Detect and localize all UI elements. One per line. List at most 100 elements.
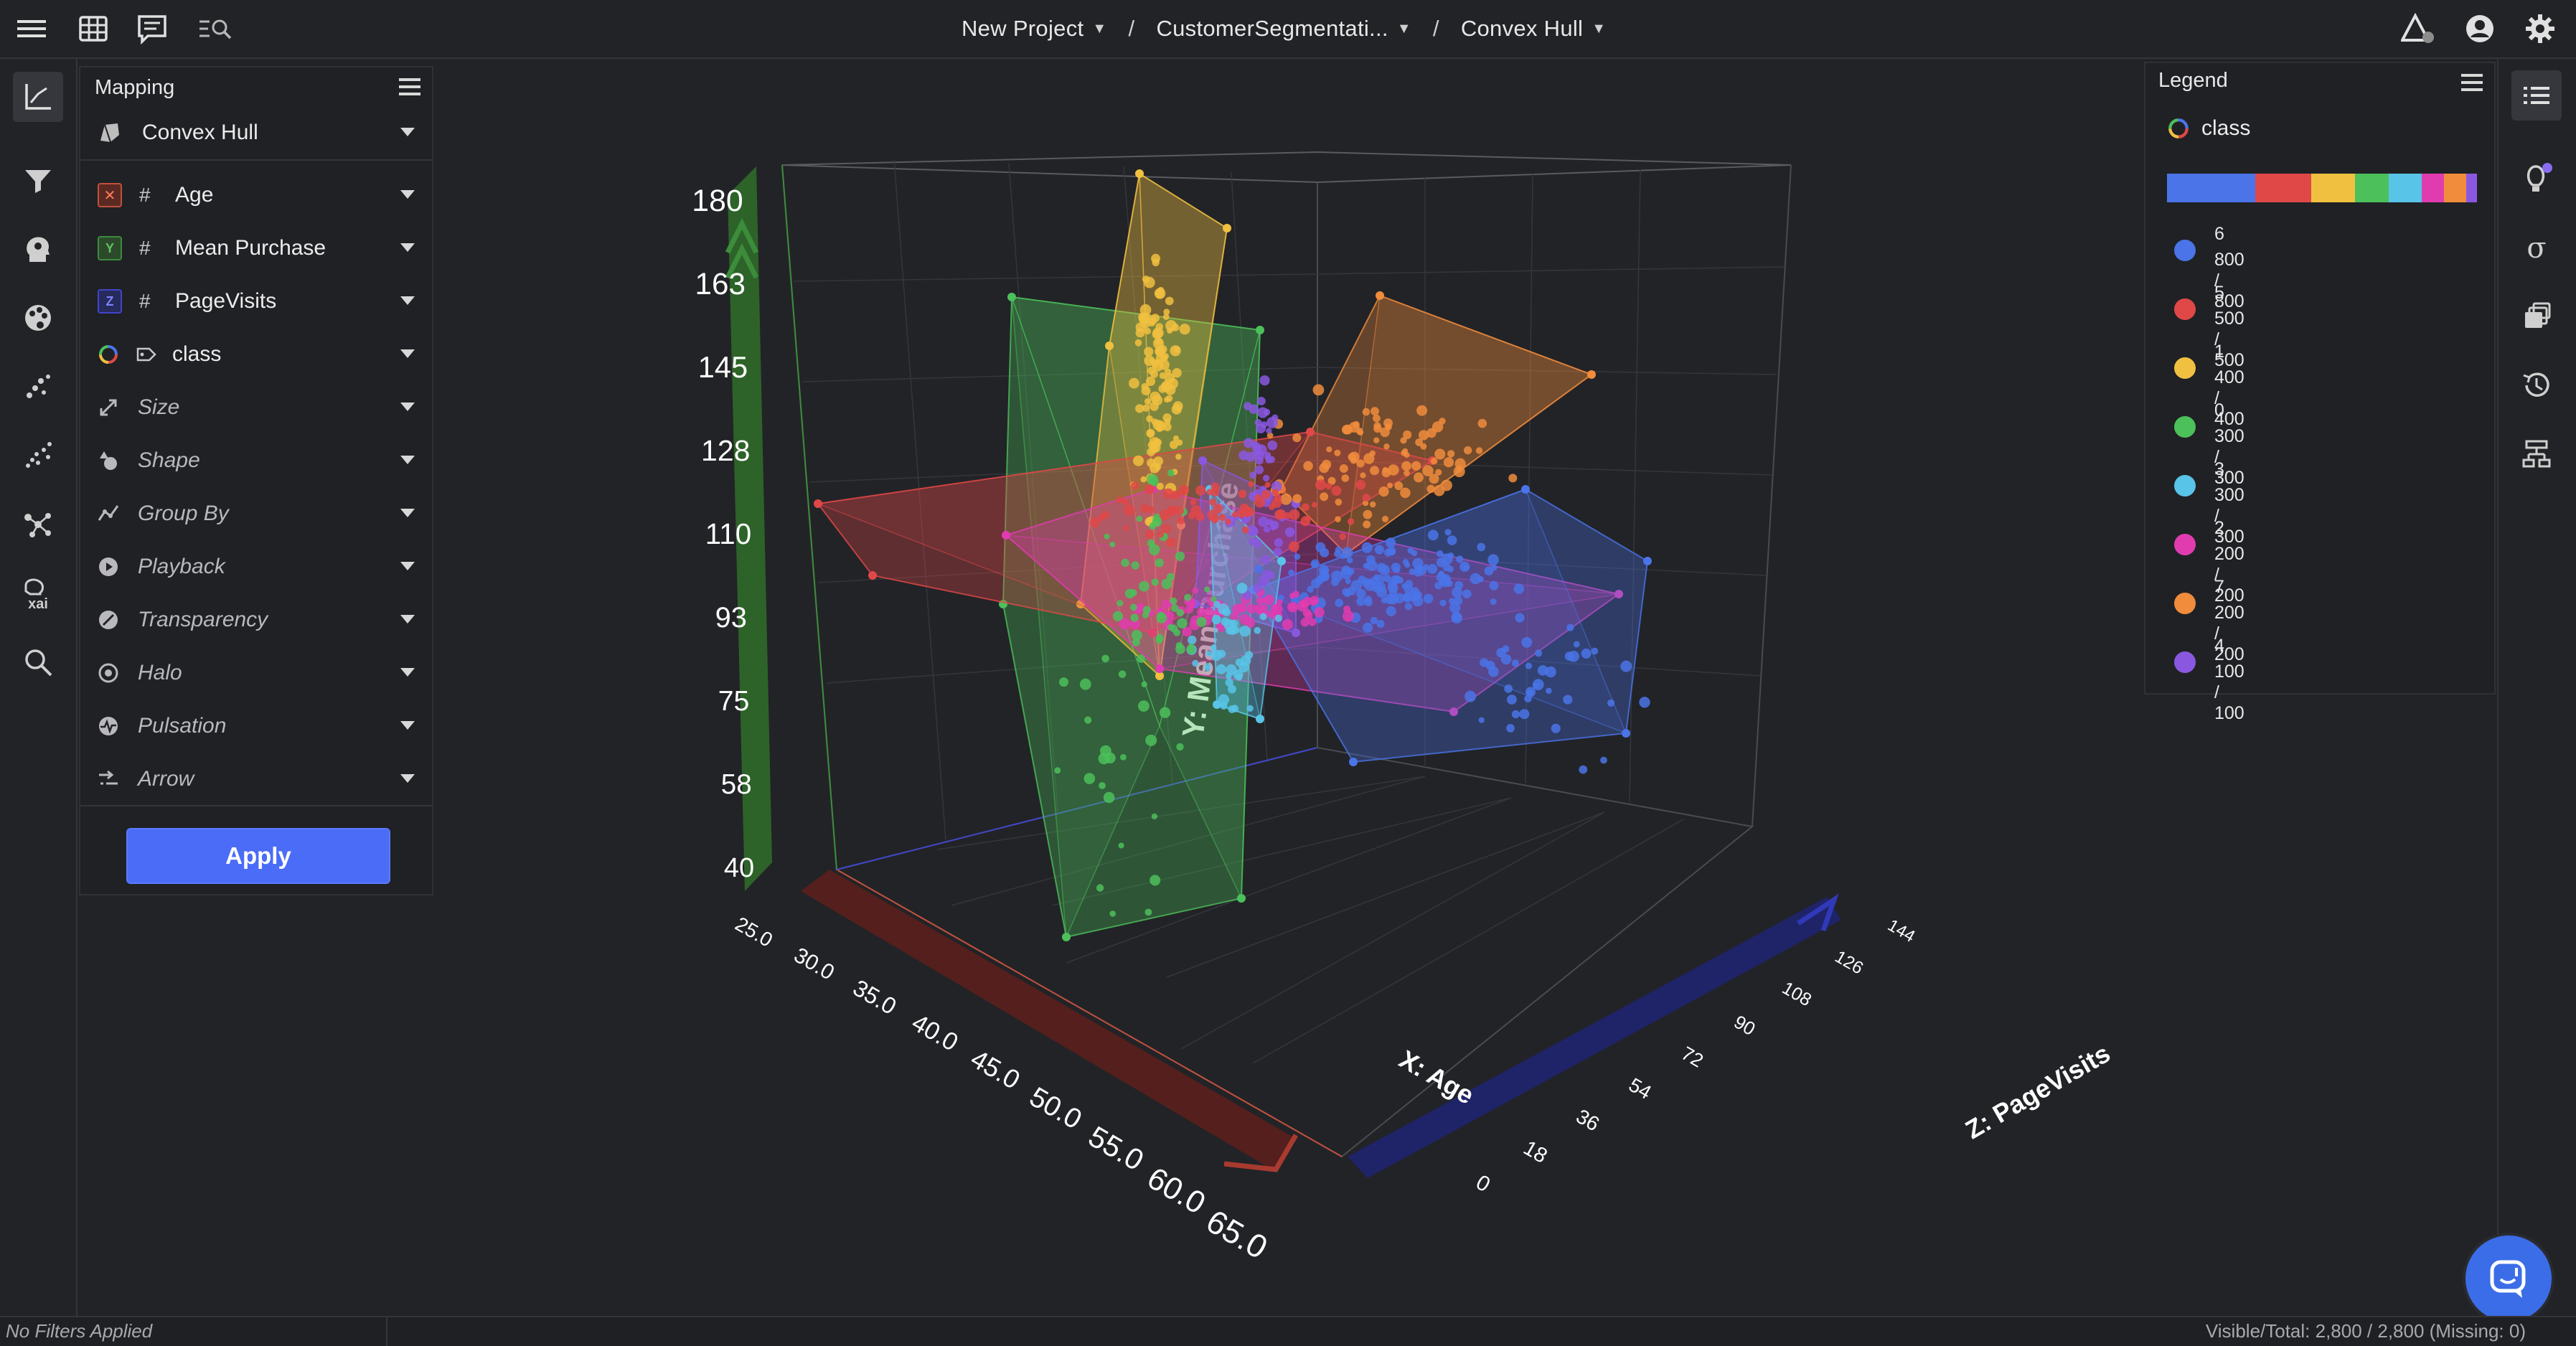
data-point-class-5[interactable] [1289, 509, 1300, 520]
data-point-class-0[interactable] [1096, 884, 1104, 892]
data-point-class-7[interactable] [1415, 438, 1423, 446]
data-point-class-7[interactable] [1363, 520, 1371, 529]
data-point-class-5[interactable] [1178, 484, 1190, 496]
data-point-class-6[interactable] [1525, 662, 1532, 669]
data-point-class-1[interactable] [1172, 435, 1179, 442]
data-point-class-7[interactable] [1426, 484, 1435, 494]
data-point-class-5[interactable] [1144, 484, 1155, 494]
data-point-class-4[interactable] [1263, 408, 1271, 416]
data-point-class-5[interactable] [1123, 524, 1129, 532]
data-point-class-6[interactable] [1537, 665, 1548, 676]
hull-vertex-point[interactable] [1349, 758, 1358, 766]
y-axis-mapping[interactable]: Y # Mean Purchase [80, 222, 432, 275]
data-point-class-6[interactable] [1423, 593, 1434, 604]
data-point-class-0[interactable] [1079, 678, 1091, 690]
data-point-class-6[interactable] [1440, 573, 1451, 585]
data-point-class-2[interactable] [1185, 605, 1194, 614]
data-point-class-6[interactable] [1535, 649, 1543, 657]
data-point-class-2[interactable] [1282, 618, 1293, 630]
data-point-class-2[interactable] [1161, 599, 1171, 609]
data-point-class-6[interactable] [1376, 563, 1387, 573]
data-point-class-7[interactable] [1387, 482, 1393, 489]
data-point-class-6[interactable] [1477, 575, 1484, 583]
data-point-class-6[interactable] [1591, 647, 1599, 655]
data-point-class-0[interactable] [1059, 677, 1068, 687]
data-point-class-7[interactable] [1369, 450, 1376, 457]
data-point-class-6[interactable] [1345, 578, 1351, 585]
data-point-class-5[interactable] [1130, 481, 1139, 490]
data-point-class-7[interactable] [1303, 461, 1313, 471]
data-point-class-0[interactable] [1151, 813, 1157, 819]
breadcrumb-dataset[interactable]: CustomerSegmentati... ▼ [1156, 16, 1411, 42]
data-point-class-5[interactable] [1276, 509, 1286, 519]
data-point-class-1[interactable] [1135, 328, 1145, 338]
data-point-class-5[interactable] [1274, 494, 1282, 502]
data-point-class-6[interactable] [1447, 565, 1454, 573]
data-point-class-3[interactable] [1188, 635, 1197, 645]
data-point-class-1[interactable] [1129, 377, 1139, 389]
hull-vertex-point[interactable] [1587, 370, 1596, 379]
data-point-class-4[interactable] [1258, 516, 1269, 527]
data-point-class-6[interactable] [1496, 648, 1506, 658]
data-point-class-7[interactable] [1383, 418, 1393, 428]
data-point-class-0[interactable] [1142, 606, 1151, 614]
data-point-class-7[interactable] [1443, 457, 1454, 468]
data-point-class-3[interactable] [1205, 650, 1212, 657]
data-point-class-1[interactable] [1140, 312, 1152, 324]
data-point-class-0[interactable] [1120, 754, 1127, 761]
data-point-class-6[interactable] [1393, 566, 1401, 573]
data-point-class-4[interactable] [1258, 575, 1269, 587]
data-point-class-1[interactable] [1163, 309, 1170, 316]
data-point-class-0[interactable] [1054, 767, 1061, 774]
data-point-class-6[interactable] [1620, 660, 1632, 672]
data-point-class-7[interactable] [1400, 487, 1411, 499]
data-point-class-1[interactable] [1156, 425, 1163, 433]
data-point-class-3[interactable] [1220, 702, 1228, 710]
data-point-class-7[interactable] [1435, 469, 1442, 476]
data-point-class-6[interactable] [1318, 570, 1330, 582]
data-point-class-4[interactable] [1244, 402, 1252, 410]
data-point-class-0[interactable] [1137, 654, 1145, 663]
data-point-class-6[interactable] [1427, 530, 1439, 541]
data-point-class-1[interactable] [1144, 276, 1155, 288]
group-by-option[interactable]: Group By [80, 487, 432, 540]
data-point-class-2[interactable] [1136, 603, 1145, 612]
settings-gear-icon[interactable] [2524, 13, 2556, 44]
data-point-class-2[interactable] [1203, 608, 1215, 619]
data-point-class-6[interactable] [1436, 557, 1447, 568]
data-point-class-1[interactable] [1144, 355, 1155, 367]
data-point-class-6[interactable] [1320, 547, 1330, 557]
hull-vertex-point[interactable] [814, 499, 822, 508]
search-icon[interactable] [13, 637, 63, 687]
data-point-class-5[interactable] [1241, 526, 1249, 534]
data-point-class-4[interactable] [1271, 481, 1282, 492]
data-point-class-5[interactable] [1211, 487, 1220, 496]
data-point-class-6[interactable] [1412, 557, 1424, 570]
data-point-class-0[interactable] [1117, 600, 1124, 607]
data-point-class-6[interactable] [1394, 593, 1405, 603]
data-point-class-6[interactable] [1511, 659, 1519, 667]
data-point-class-0[interactable] [1155, 634, 1164, 643]
data-point-class-7[interactable] [1401, 461, 1411, 471]
data-point-class-6[interactable] [1462, 589, 1472, 599]
data-point-class-5[interactable] [1210, 514, 1219, 524]
data-point-class-6[interactable] [1488, 666, 1499, 677]
data-point-class-7[interactable] [1358, 430, 1364, 436]
size-option[interactable]: Size [80, 381, 432, 434]
data-point-class-5[interactable] [1190, 499, 1197, 506]
data-point-class-0[interactable] [1204, 586, 1211, 593]
data-point-class-3[interactable] [1239, 626, 1251, 637]
data-point-class-0[interactable] [1159, 707, 1171, 718]
data-point-class-0[interactable] [1175, 551, 1185, 561]
data-point-class-6[interactable] [1484, 566, 1494, 576]
data-point-class-1[interactable] [1151, 314, 1160, 323]
data-point-class-7[interactable] [1292, 494, 1302, 504]
data-point-class-5[interactable] [1315, 479, 1327, 491]
data-point-class-2[interactable] [1237, 603, 1247, 613]
data-point-class-7[interactable] [1360, 472, 1366, 479]
data-point-class-4[interactable] [1266, 428, 1272, 434]
data-point-class-6[interactable] [1437, 550, 1444, 557]
hull-vertex-point[interactable] [1237, 894, 1246, 903]
data-point-class-3[interactable] [1259, 613, 1267, 621]
data-point-class-0[interactable] [1136, 515, 1143, 522]
